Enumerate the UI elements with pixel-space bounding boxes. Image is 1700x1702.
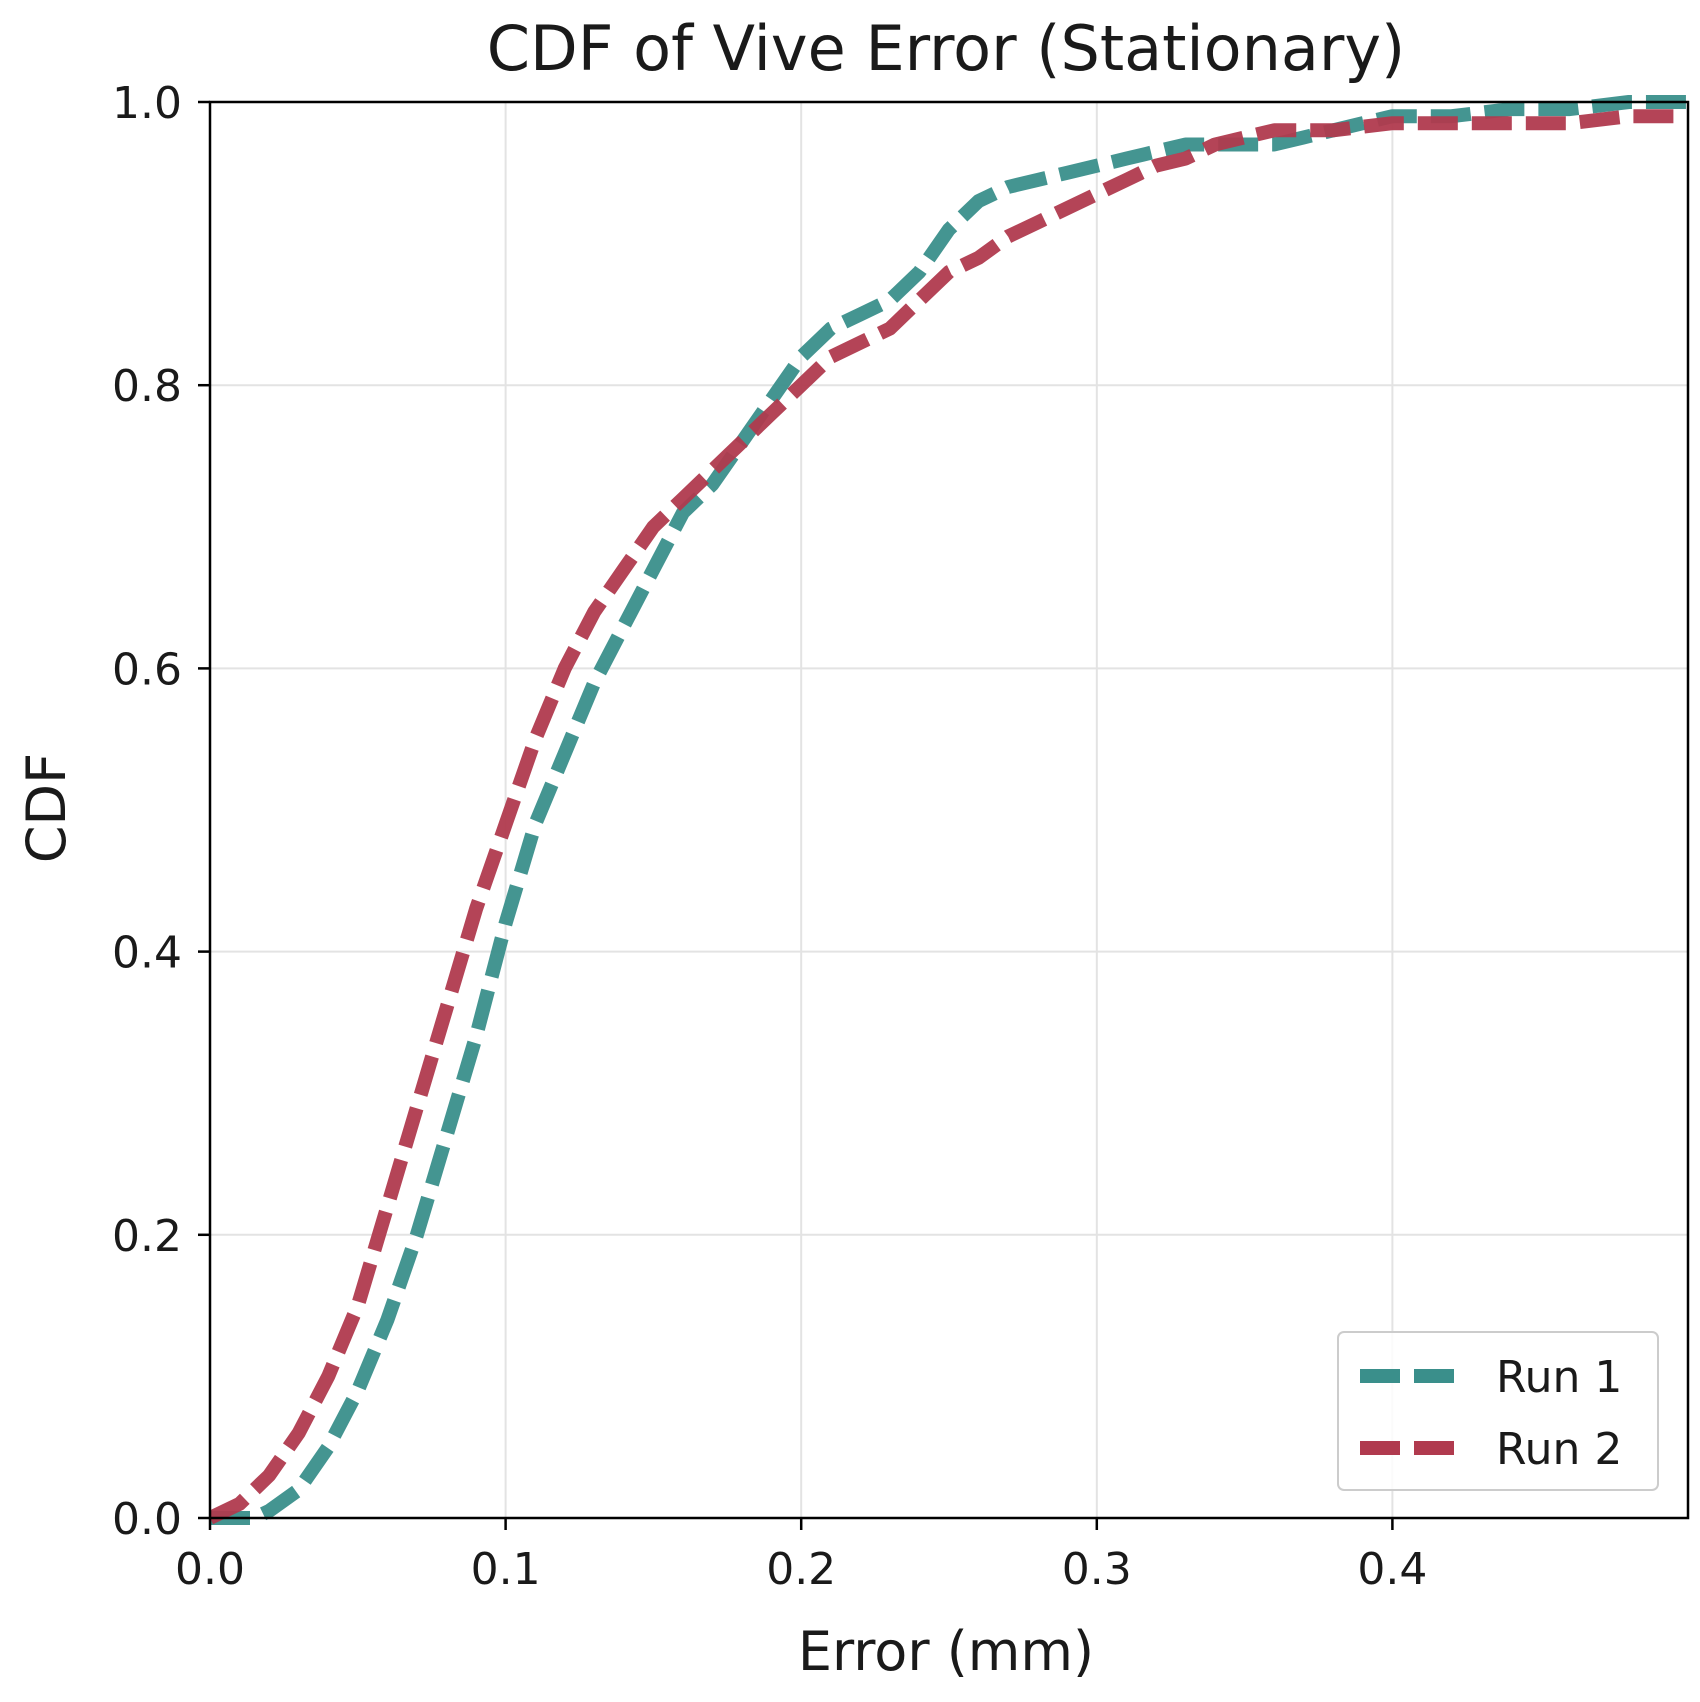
x-tick-label: 0.3 bbox=[1062, 1544, 1132, 1595]
legend-label-run-1: Run 1 bbox=[1496, 1352, 1622, 1403]
y-tick-label: 0.8 bbox=[112, 361, 182, 412]
legend-label-run-2: Run 2 bbox=[1496, 1424, 1622, 1475]
series-lines bbox=[210, 95, 1688, 1525]
x-tick-label: 0.0 bbox=[175, 1544, 245, 1595]
x-tick-label: 0.4 bbox=[1357, 1544, 1427, 1595]
y-tick-label: 0.0 bbox=[112, 1494, 182, 1545]
series-line-run-2 bbox=[210, 109, 1688, 1525]
y-tick-label: 0.2 bbox=[112, 1211, 182, 1262]
y-tick-label: 1.0 bbox=[112, 78, 182, 129]
x-axis-label: Error (mm) bbox=[798, 1620, 1094, 1683]
x-tick-label: 0.2 bbox=[766, 1544, 836, 1595]
x-tick-label: 0.1 bbox=[471, 1544, 541, 1595]
legend: Run 1 Run 2 bbox=[1337, 1331, 1659, 1491]
chart-title: CDF of Vive Error (Stationary) bbox=[487, 12, 1406, 85]
axis-ticks: 0.0 0.1 0.2 0.3 0.4 0.0 0.2 0.4 0.6 0.8 1.0 bbox=[112, 78, 1427, 1595]
y-tick-label: 0.6 bbox=[112, 644, 182, 695]
y-axis-label: CDF bbox=[15, 753, 78, 863]
plot-frame bbox=[208, 100, 1690, 1520]
y-tick-label: 0.4 bbox=[112, 928, 182, 979]
grid bbox=[210, 102, 1688, 1518]
series-line-run-1 bbox=[210, 95, 1688, 1525]
